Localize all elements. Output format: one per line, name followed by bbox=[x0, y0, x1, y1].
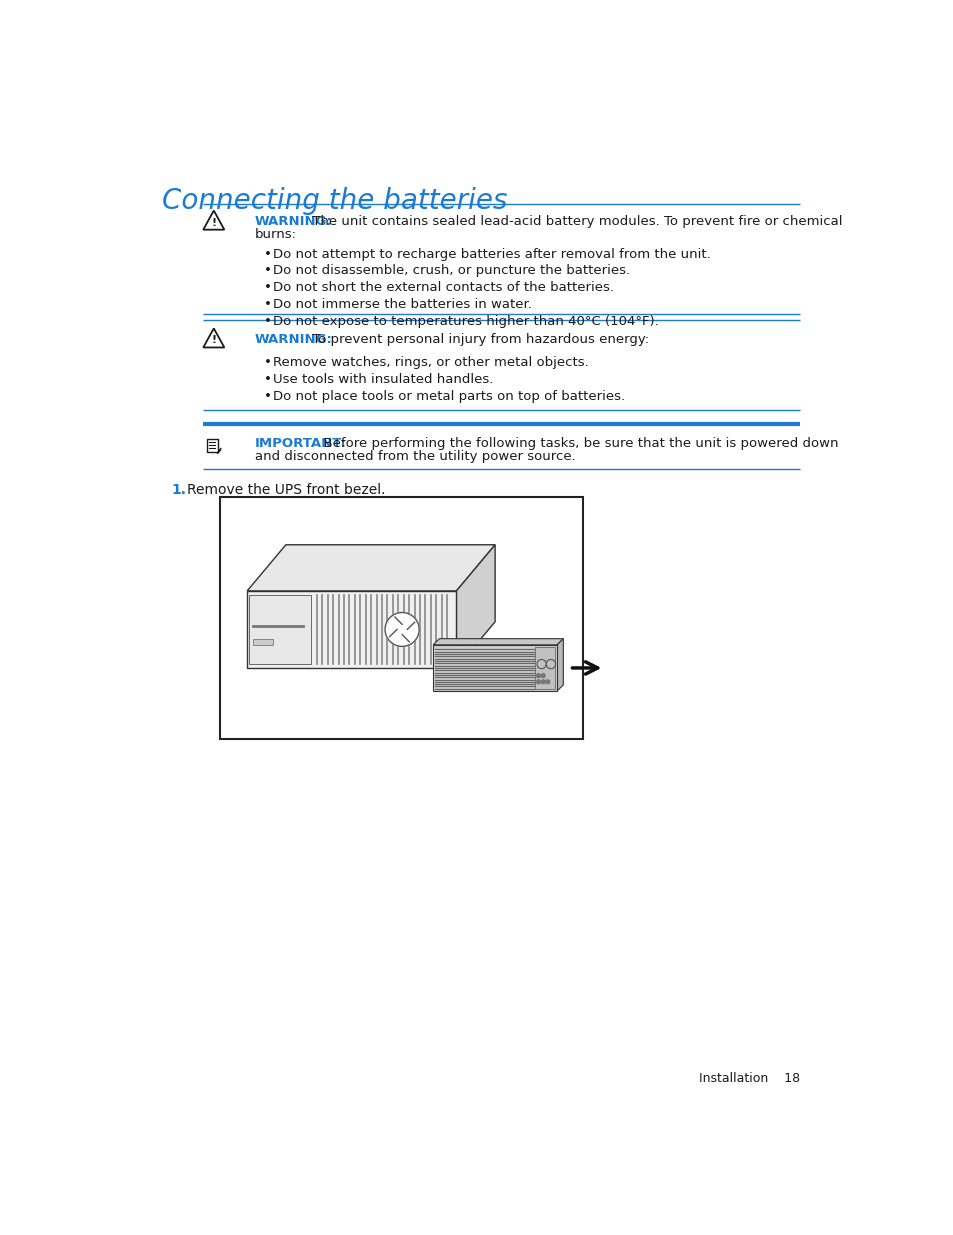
Circle shape bbox=[536, 674, 540, 678]
Bar bbox=[253, 638, 273, 645]
Text: IMPORTANT:: IMPORTANT: bbox=[254, 437, 347, 450]
Bar bbox=[249, 595, 311, 664]
Circle shape bbox=[540, 680, 544, 684]
Text: Connecting the batteries: Connecting the batteries bbox=[162, 186, 507, 215]
Text: WARNING:: WARNING: bbox=[254, 215, 333, 228]
Text: Do not disassemble, crush, or puncture the batteries.: Do not disassemble, crush, or puncture t… bbox=[274, 264, 630, 278]
Text: burns:: burns: bbox=[254, 228, 296, 241]
Text: •: • bbox=[264, 282, 272, 294]
Text: Do not place tools or metal parts on top of batteries.: Do not place tools or metal parts on top… bbox=[274, 390, 625, 403]
Text: WARNING:: WARNING: bbox=[254, 333, 333, 346]
Polygon shape bbox=[456, 545, 495, 668]
Bar bbox=[207, 440, 217, 452]
Text: To prevent personal injury from hazardous energy:: To prevent personal injury from hazardou… bbox=[307, 333, 648, 346]
Bar bbox=[247, 592, 456, 668]
Text: •: • bbox=[264, 356, 272, 369]
Text: Do not expose to temperatures higher than 40°C (104°F).: Do not expose to temperatures higher tha… bbox=[274, 315, 659, 329]
Text: Remove the UPS front bezel.: Remove the UPS front bezel. bbox=[187, 483, 386, 498]
Text: Installation    18: Installation 18 bbox=[698, 1072, 799, 1086]
Text: Remove watches, rings, or other metal objects.: Remove watches, rings, or other metal ob… bbox=[274, 356, 589, 369]
Text: •: • bbox=[264, 390, 272, 403]
Text: !: ! bbox=[211, 217, 216, 227]
Text: Use tools with insulated handles.: Use tools with insulated handles. bbox=[274, 373, 494, 387]
Bar bbox=[433, 645, 557, 692]
Circle shape bbox=[540, 674, 544, 678]
Text: Do not immerse the batteries in water.: Do not immerse the batteries in water. bbox=[274, 299, 532, 311]
Polygon shape bbox=[557, 638, 562, 692]
Text: The unit contains sealed lead-acid battery modules. To prevent fire or chemical: The unit contains sealed lead-acid batte… bbox=[307, 215, 841, 228]
Text: •: • bbox=[264, 247, 272, 261]
Circle shape bbox=[545, 680, 549, 684]
Text: and disconnected from the utility power source.: and disconnected from the utility power … bbox=[254, 450, 575, 463]
Text: 1.: 1. bbox=[171, 483, 186, 498]
Bar bbox=[220, 496, 582, 739]
Text: •: • bbox=[264, 373, 272, 387]
Polygon shape bbox=[433, 638, 562, 645]
Text: •: • bbox=[264, 315, 272, 329]
Circle shape bbox=[385, 613, 418, 646]
Text: •: • bbox=[264, 264, 272, 278]
Text: !: ! bbox=[211, 336, 216, 346]
Text: Do not attempt to recharge batteries after removal from the unit.: Do not attempt to recharge batteries aft… bbox=[274, 247, 711, 261]
Text: •: • bbox=[264, 299, 272, 311]
Bar bbox=[535, 647, 555, 689]
Circle shape bbox=[536, 680, 540, 684]
Text: Do not short the external contacts of the batteries.: Do not short the external contacts of th… bbox=[274, 282, 614, 294]
Polygon shape bbox=[247, 545, 495, 592]
Text: Before performing the following tasks, be sure that the unit is powered down: Before performing the following tasks, b… bbox=[315, 437, 838, 450]
